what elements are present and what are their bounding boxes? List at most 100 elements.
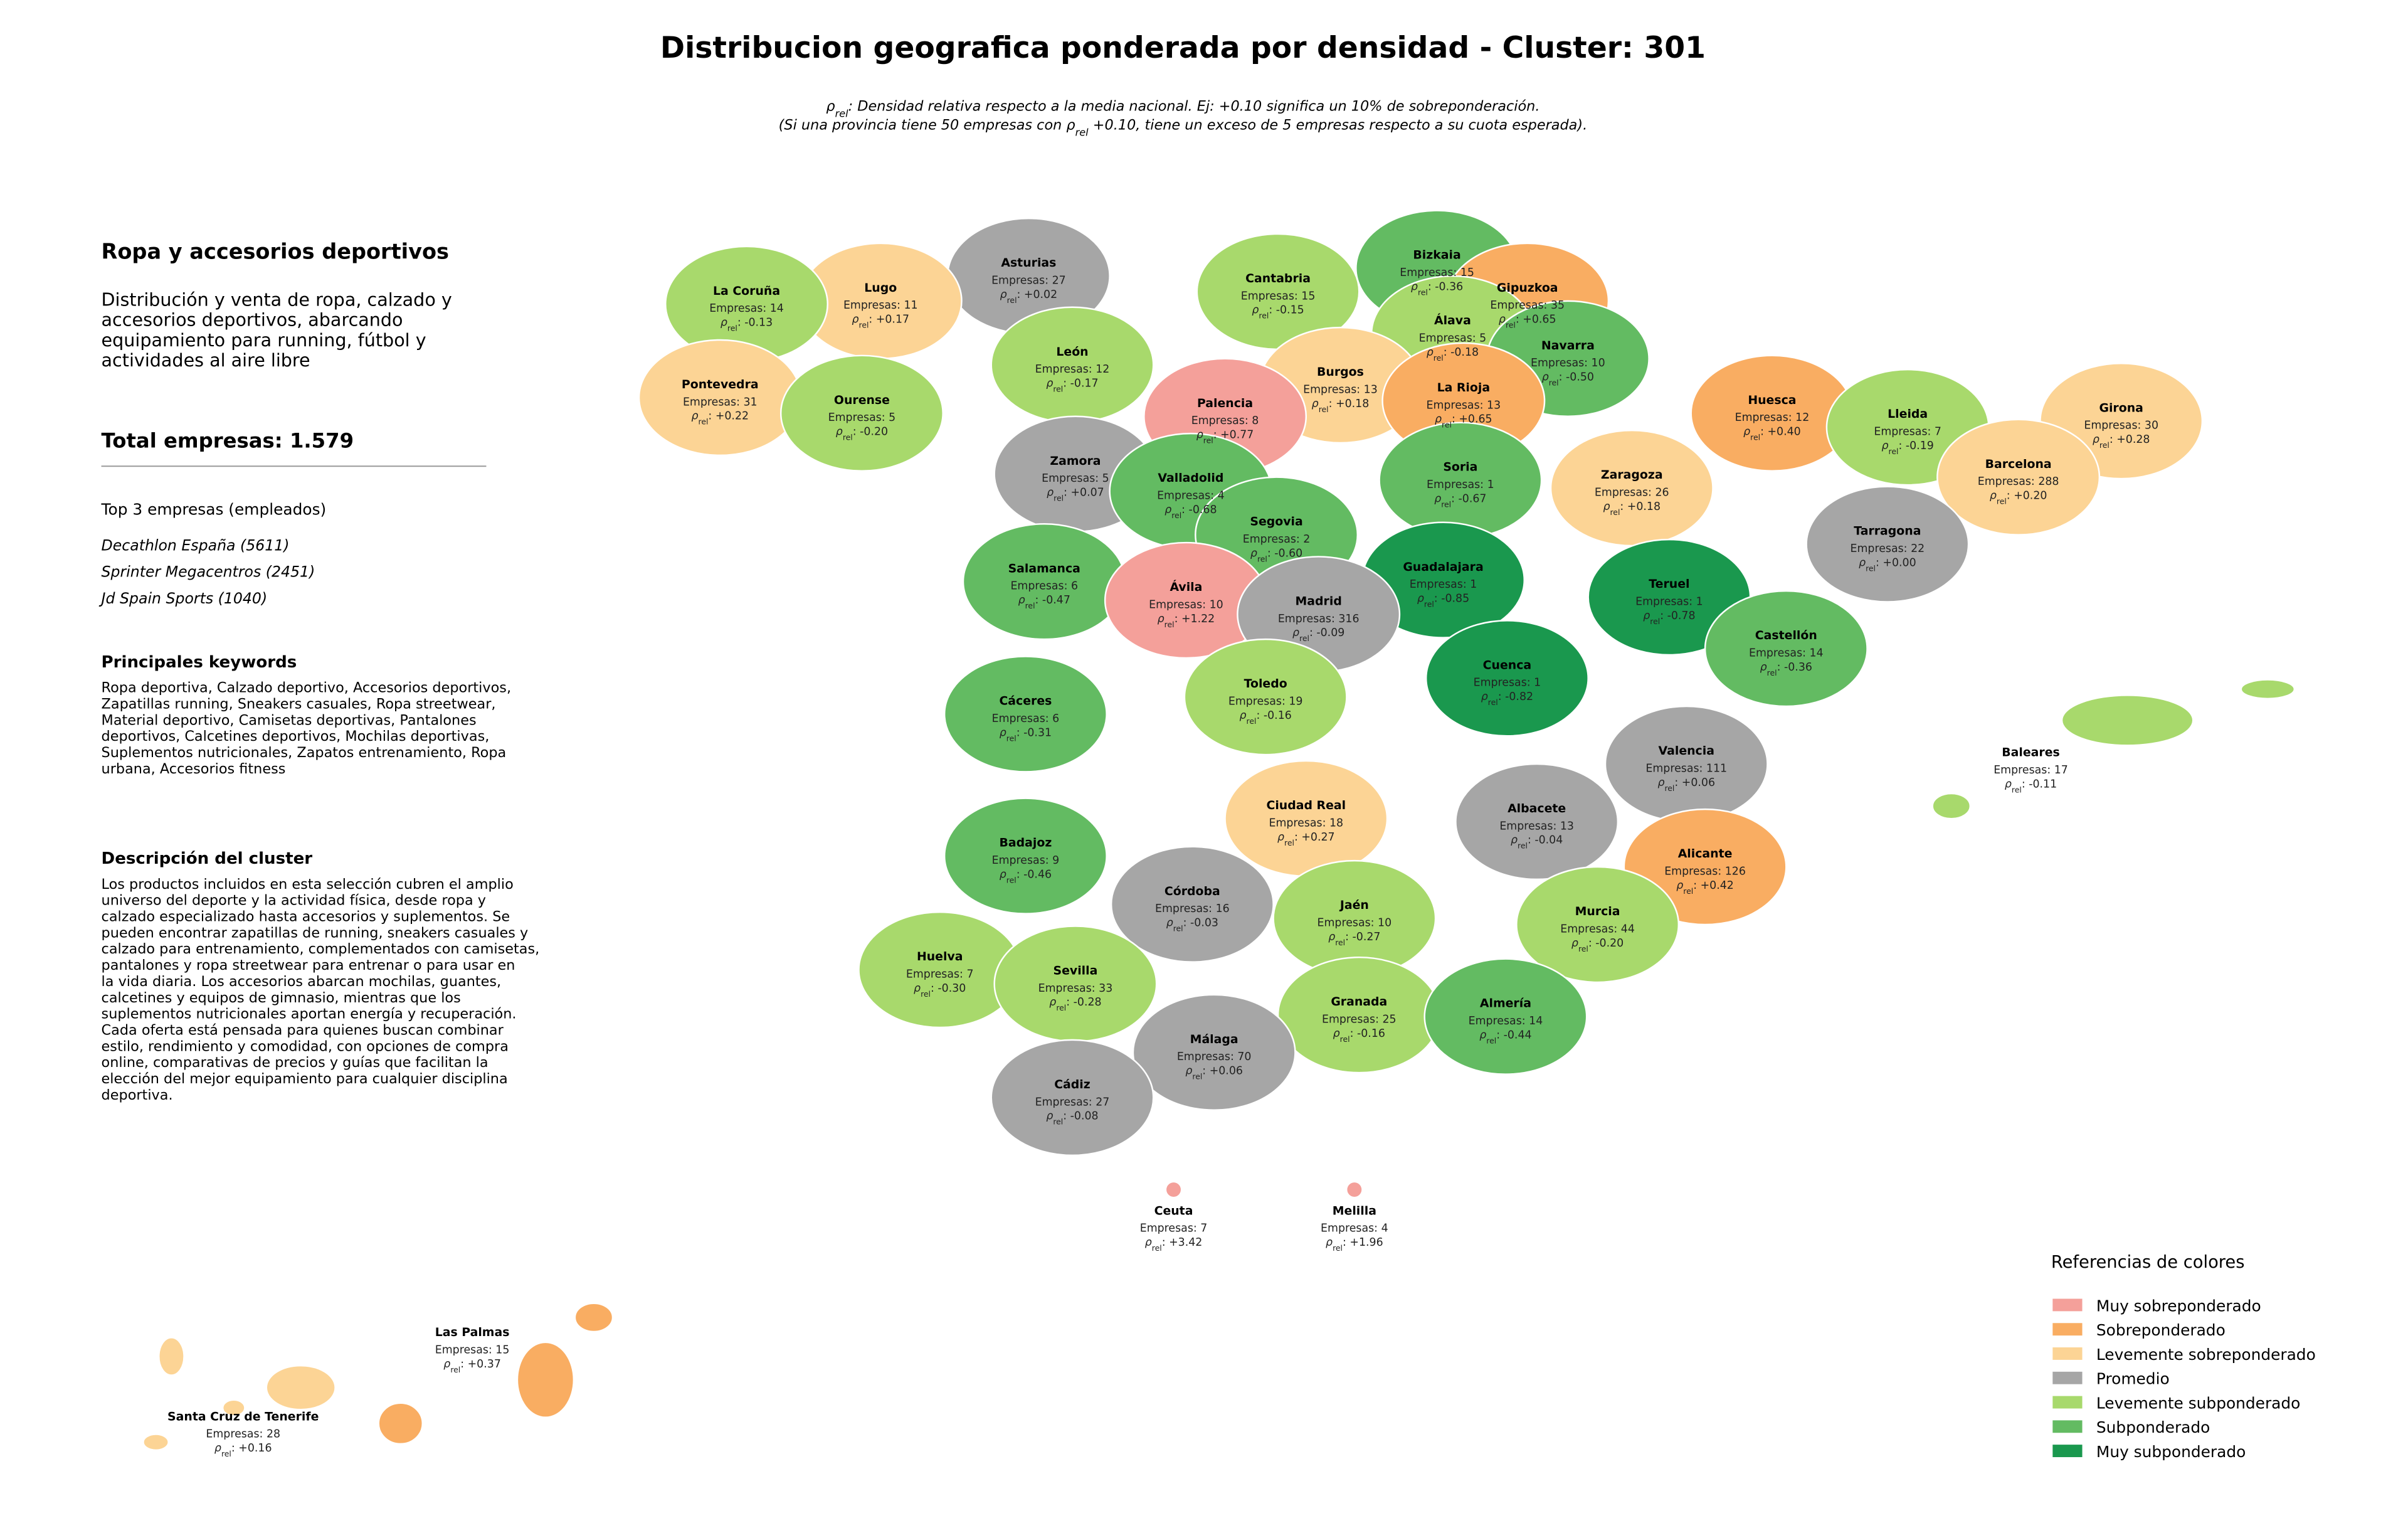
count-value: 10 — [1210, 598, 1223, 611]
count-prefix: Empresas: — [992, 854, 1049, 867]
legend-label: Levemente subponderado — [2096, 1394, 2300, 1412]
count-value: 10 — [1592, 357, 1605, 369]
rho-symbol: ρ — [1047, 487, 1054, 499]
rho-sub: rel — [1549, 378, 1559, 387]
province-count: Empresas: 12 — [1735, 411, 1810, 424]
legend-label: Levemente sobreponderado — [2096, 1345, 2316, 1364]
rho-symbol: ρ — [1333, 1027, 1340, 1040]
count-value: 7 — [1200, 1223, 1207, 1235]
rho-sub: rel — [727, 323, 737, 332]
province-name: Toledo — [1244, 677, 1287, 691]
province-name: Madrid — [1296, 594, 1342, 608]
count-value: 14 — [1810, 647, 1824, 660]
count-prefix: Empresas: — [709, 302, 766, 315]
rho-value: -0.31 — [1023, 726, 1052, 739]
total: Total empresas: 1.579 — [102, 428, 354, 452]
count-value: 5 — [1102, 472, 1109, 485]
province-name: Málaga — [1190, 1032, 1238, 1046]
province — [266, 1365, 336, 1410]
province-count: Empresas: 1 — [1427, 479, 1494, 491]
province-name: Las Palmas — [435, 1325, 510, 1339]
rho-symbol: ρ — [914, 982, 921, 995]
province-count: Empresas: 1 — [1474, 677, 1541, 689]
province-count: Empresas: 14 — [1469, 1015, 1543, 1027]
count-prefix: Empresas: — [1427, 479, 1484, 491]
province-count: Empresas: 14 — [1749, 647, 1824, 660]
rho-symbol: ρ — [1328, 931, 1335, 943]
count-prefix: Empresas: — [683, 396, 740, 408]
province-count: Empresas: 1 — [1635, 595, 1703, 608]
province-name: León — [1056, 345, 1088, 359]
count-prefix: Empresas: — [1038, 982, 1096, 995]
keywords-line: Suplementos nutricionales, Zapatos entre… — [102, 745, 507, 761]
province-count: Empresas: 10 — [1318, 916, 1392, 929]
count-prefix: Empresas: — [435, 1344, 492, 1356]
count-prefix: Empresas: — [1474, 677, 1531, 689]
rho-symbol: ρ — [852, 314, 858, 326]
province-name: Burgos — [1317, 365, 1364, 379]
province-name: Álava — [1434, 313, 1471, 327]
rho-value: -0.16 — [1264, 709, 1292, 722]
rho-value: +0.16 — [238, 1442, 272, 1455]
rho-value: -0.11 — [2029, 778, 2057, 790]
rho-value: +0.17 — [876, 314, 909, 326]
count-prefix: Empresas: — [1499, 820, 1556, 832]
cluster-line: calzado para entrenamiento, complementad… — [102, 941, 540, 957]
count-prefix: Empresas: — [1155, 903, 1212, 915]
rho-symbol: ρ — [1277, 831, 1284, 844]
rho-value: -0.46 — [1023, 868, 1052, 881]
rho-value: -0.13 — [744, 317, 773, 329]
province-count: Empresas: 6 — [1010, 580, 1078, 593]
legend-swatch — [2052, 1445, 2083, 1458]
rho-symbol: ρ — [1990, 489, 1997, 502]
keywords-line: Material deportivo, Camisetas deportivas… — [102, 712, 477, 728]
count-prefix: Empresas: — [1318, 916, 1375, 929]
province — [1110, 846, 1274, 963]
rho-symbol: ρ — [1000, 289, 1007, 301]
rho-symbol: ρ — [1499, 314, 1506, 326]
rho-symbol: ρ — [1427, 346, 1434, 359]
province-name: Bizkaia — [1413, 248, 1460, 262]
rho-value: +3.42 — [1169, 1236, 1202, 1249]
rho-value: +1.22 — [1181, 613, 1215, 625]
rho-sub: rel — [1284, 837, 1294, 847]
province-count: Empresas: 8 — [1191, 415, 1259, 427]
count-value: 5 — [1479, 332, 1486, 344]
rho-symbol: ρ — [1252, 304, 1259, 317]
province — [990, 1039, 1154, 1157]
count-value: 12 — [1096, 363, 1109, 376]
province-count: Empresas: 33 — [1038, 982, 1113, 995]
count-prefix: Empresas: — [1419, 332, 1476, 344]
rho-sub: rel — [859, 320, 869, 329]
cluster-line: pantalones y ropa streetwear para entren… — [102, 957, 515, 974]
rho-symbol: ρ — [1882, 440, 1889, 452]
rho-symbol: ρ — [1326, 1236, 1333, 1249]
legend-label: Sobreponderado — [2096, 1321, 2226, 1339]
rho-sub: rel — [1053, 1117, 1063, 1126]
province-name: Teruel — [1649, 577, 1689, 591]
province-count: Empresas: 4 — [1321, 1223, 1388, 1235]
keywords-line: Zapatillas running, Sneakers casuales, R… — [102, 696, 496, 713]
cluster-line: calzado especializado hasta accesorios y… — [102, 909, 510, 925]
keywords-line: Ropa deportiva, Calzado deportivo, Acces… — [102, 680, 512, 696]
rho-symbol: ρ — [1240, 709, 1247, 722]
province-count: Empresas: 27 — [991, 274, 1066, 287]
province-count: Empresas: 26 — [1595, 487, 1669, 499]
province — [574, 1302, 613, 1332]
rho-sub: rel — [1767, 667, 1777, 677]
count-value: 28 — [267, 1428, 280, 1441]
province-count: Empresas: 5 — [1042, 472, 1109, 485]
count-prefix: Empresas: — [1035, 1096, 1092, 1108]
count-value: 44 — [1621, 923, 1635, 935]
rho-value: -0.15 — [1276, 304, 1304, 317]
rho-sub: rel — [1441, 499, 1451, 509]
count-prefix: Empresas: — [1595, 487, 1652, 499]
province-name: Soria — [1443, 460, 1477, 474]
province-count: Empresas: 126 — [1664, 865, 1746, 878]
count-value: 13 — [1487, 399, 1501, 411]
rho-symbol: ρ — [1018, 594, 1025, 607]
count-value: 14 — [1529, 1015, 1543, 1027]
count-value: 1 — [1534, 677, 1541, 689]
rho-sub: rel — [1152, 1243, 1162, 1253]
count-prefix: Empresas: — [1269, 817, 1326, 829]
